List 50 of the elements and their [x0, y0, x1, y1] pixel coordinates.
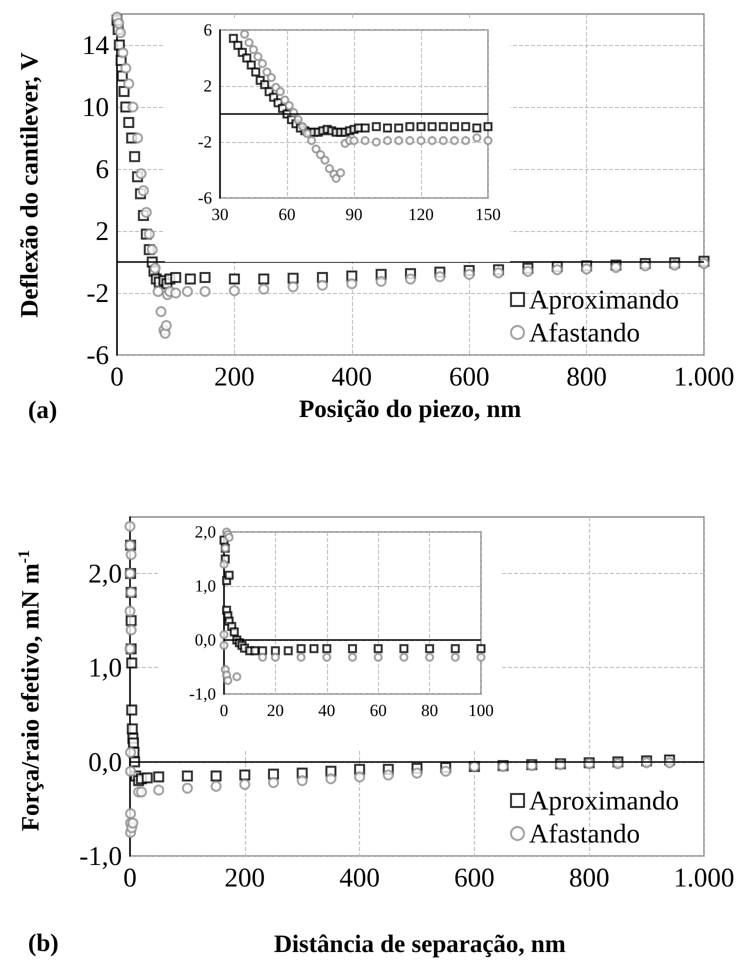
- x-tick-label: 0: [220, 701, 228, 720]
- y-tick-label: 2: [204, 76, 212, 96]
- y-tick-label: -6: [86, 340, 109, 370]
- text: (a): [28, 397, 58, 425]
- x-tick-label: 30: [212, 205, 228, 224]
- y-tick-label: 2,0: [88, 558, 122, 588]
- x-tick-label: 100: [468, 701, 494, 720]
- x-tick-label: 0: [123, 862, 137, 892]
- x-tick-label: 400: [332, 362, 372, 392]
- y-tick-label: -2: [86, 278, 109, 308]
- x-tick-label: 150: [475, 205, 501, 224]
- text: (b): [28, 930, 59, 958]
- legend-label: Afastando: [529, 818, 640, 848]
- x-tick-label: 600: [454, 862, 495, 892]
- y-tick-label: 10: [82, 92, 109, 122]
- x-tick-label: 800: [568, 862, 610, 892]
- y-tick-label: -2: [198, 132, 212, 152]
- y-tick-label: 6: [204, 20, 212, 40]
- y-tick-label: 14: [82, 30, 110, 60]
- legend-label: Aproximando: [529, 786, 680, 816]
- x-tick-label: 1.000: [674, 362, 734, 392]
- y-tick-label: -1,0: [79, 841, 122, 871]
- y-tick-label: 0,0: [88, 746, 122, 777]
- y-tick-label: -6: [198, 188, 212, 208]
- x-tick-label: 20: [266, 701, 284, 720]
- legend-label: Afastando: [529, 318, 640, 348]
- y-tick-label: 6: [96, 154, 109, 184]
- x-tick-label: 200: [214, 362, 255, 392]
- legend-label: Aproximando: [529, 284, 680, 314]
- y-tick-label: 1,0: [194, 576, 216, 596]
- x-tick-label: 90: [346, 205, 362, 224]
- y-tick-label: 1,0: [88, 652, 122, 683]
- y-tick-label: 0,0: [194, 630, 216, 650]
- x-tick-label: 600: [448, 362, 490, 392]
- x-tick-label: 200: [224, 862, 266, 892]
- x-tick-label: 400: [339, 862, 380, 892]
- y-tick-label: 2: [96, 216, 109, 246]
- x-tick-label: 120: [408, 205, 434, 224]
- x-tick-label: 60: [278, 205, 296, 224]
- x-tick-label: 60: [370, 701, 387, 720]
- y-axis-title: Deflexão do cantilever, V: [16, 52, 44, 318]
- x-axis-title: Distância de separação, nm: [274, 931, 566, 959]
- x-tick-label: 1.000: [674, 862, 734, 892]
- x-tick-label: 40: [318, 701, 336, 720]
- y-tick-label: -1,0: [189, 684, 216, 704]
- x-tick-label: 80: [421, 701, 438, 720]
- x-tick-label: 0: [110, 362, 124, 392]
- x-tick-label: 800: [566, 362, 607, 392]
- x-axis-title: Posição do piezo, nm: [299, 396, 522, 424]
- y-tick-label: 2,0: [194, 522, 216, 542]
